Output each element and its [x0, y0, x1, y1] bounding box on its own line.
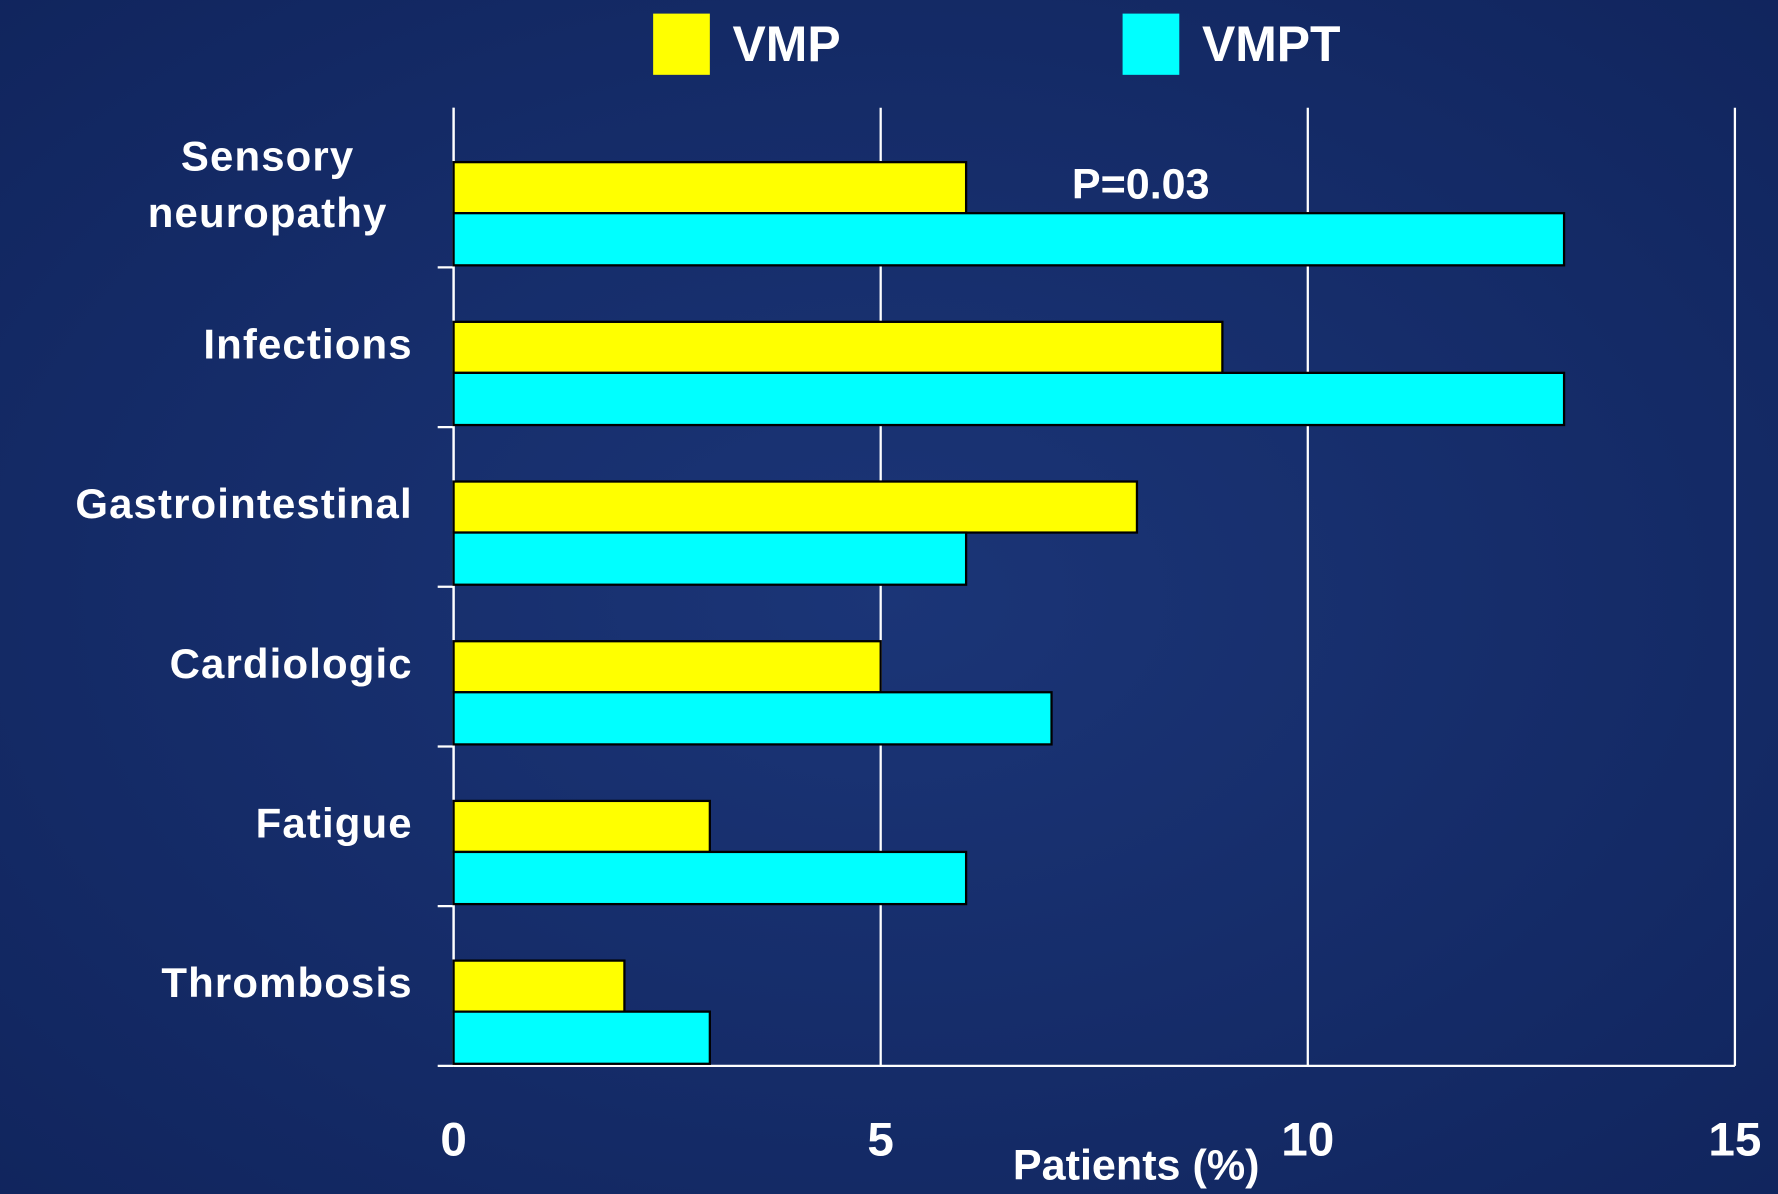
y-tick-label: Infections [203, 320, 412, 367]
bar [452, 320, 1224, 374]
y-tick-label: Thrombosis [161, 959, 412, 1006]
bar [452, 799, 711, 854]
x-axis-label: Patients (%) [1013, 1141, 1260, 1189]
x-tick-label: 10 [1281, 1114, 1334, 1167]
bar [452, 691, 1053, 746]
annotation: P=0.03 [1072, 160, 1210, 208]
x-tick-label: 15 [1708, 1114, 1761, 1167]
bar [452, 531, 968, 586]
bar [452, 212, 1566, 267]
bar [452, 640, 882, 694]
label-line: neuropathy [148, 189, 388, 236]
y-tick-label: Gastrointestinal [75, 480, 412, 527]
x-tick-label: 0 [440, 1114, 466, 1167]
legend-label: VMPT [1202, 16, 1341, 72]
legend-swatch [653, 13, 710, 75]
bar [452, 1010, 711, 1065]
legend-swatch [1122, 13, 1180, 75]
y-tick-label: Cardiologic [170, 640, 413, 687]
bar [452, 371, 1566, 427]
y-tick-label: Fatigue [256, 800, 413, 847]
y-tick-label: Sensory neuropathy [148, 132, 388, 236]
bar [452, 850, 968, 906]
bar [452, 959, 626, 1013]
legend-label: VMP [733, 16, 841, 72]
x-tick-label: 5 [867, 1114, 893, 1167]
bar [452, 480, 1139, 534]
label-line: Sensory [181, 132, 354, 179]
bar [452, 161, 968, 215]
